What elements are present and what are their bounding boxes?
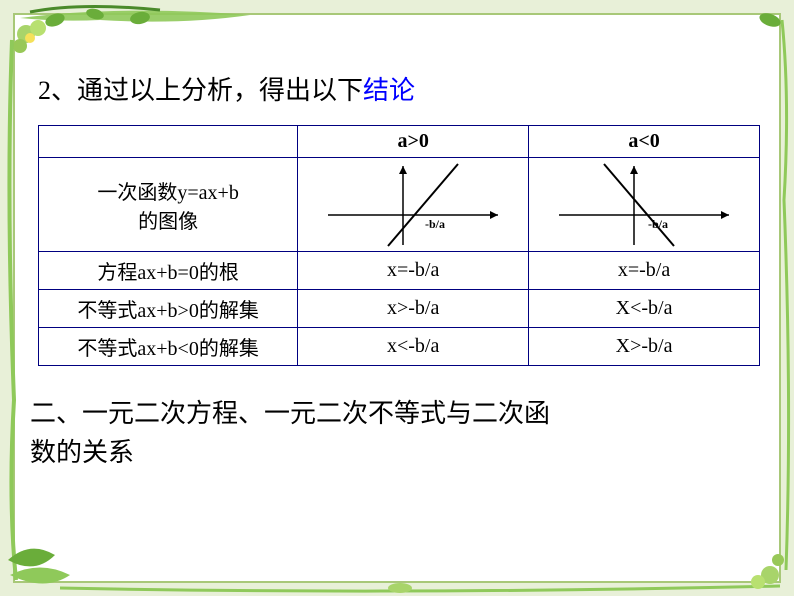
section-2-heading: 二、一元二次方程、一元二次不等式与二次函 数的关系 bbox=[30, 394, 764, 472]
slide-content: 2、通过以上分析，得出以下结论 a>0 a<0 一次函数y=ax+b 的图像 bbox=[30, 70, 764, 472]
row3-label: 不等式ax+b<0的解集 bbox=[39, 328, 298, 366]
summary-table: a>0 a<0 一次函数y=ax+b 的图像 -b/a bbox=[38, 125, 760, 366]
heading-highlight: 结论 bbox=[363, 76, 415, 105]
table-row-3: 不等式ax+b<0的解集 x<-b/a X>-b/a bbox=[39, 328, 760, 366]
row2-col2: X<-b/a bbox=[529, 290, 760, 328]
row0-label: 一次函数y=ax+b 的图像 bbox=[39, 158, 298, 252]
header-col1: a>0 bbox=[298, 126, 529, 158]
graph1-label: -b/a bbox=[425, 217, 445, 231]
header-col2: a<0 bbox=[529, 126, 760, 158]
header-blank bbox=[39, 126, 298, 158]
heading-prefix: 2、通过以上分析，得出以下 bbox=[38, 76, 363, 105]
section2-line2: 数的关系 bbox=[30, 438, 134, 467]
row1-col1: x=-b/a bbox=[298, 252, 529, 290]
table-row-1: 方程ax+b=0的根 x=-b/a x=-b/a bbox=[39, 252, 760, 290]
graph2-label: -b/a bbox=[648, 217, 668, 231]
table-header-row: a>0 a<0 bbox=[39, 126, 760, 158]
row0-col1-graph: -b/a bbox=[298, 158, 529, 252]
row2-label: 不等式ax+b>0的解集 bbox=[39, 290, 298, 328]
table-row-graph: 一次函数y=ax+b 的图像 -b/a bbox=[39, 158, 760, 252]
row3-col2: X>-b/a bbox=[529, 328, 760, 366]
row1-label: 方程ax+b=0的根 bbox=[39, 252, 298, 290]
row0-col2-graph: -b/a bbox=[529, 158, 760, 252]
heading-1: 2、通过以上分析，得出以下结论 bbox=[30, 70, 764, 107]
row3-col1: x<-b/a bbox=[298, 328, 529, 366]
row2-col1: x>-b/a bbox=[298, 290, 529, 328]
row1-col2: x=-b/a bbox=[529, 252, 760, 290]
table-row-2: 不等式ax+b>0的解集 x>-b/a X<-b/a bbox=[39, 290, 760, 328]
section2-line1: 二、一元二次方程、一元二次不等式与二次函 bbox=[30, 399, 550, 428]
